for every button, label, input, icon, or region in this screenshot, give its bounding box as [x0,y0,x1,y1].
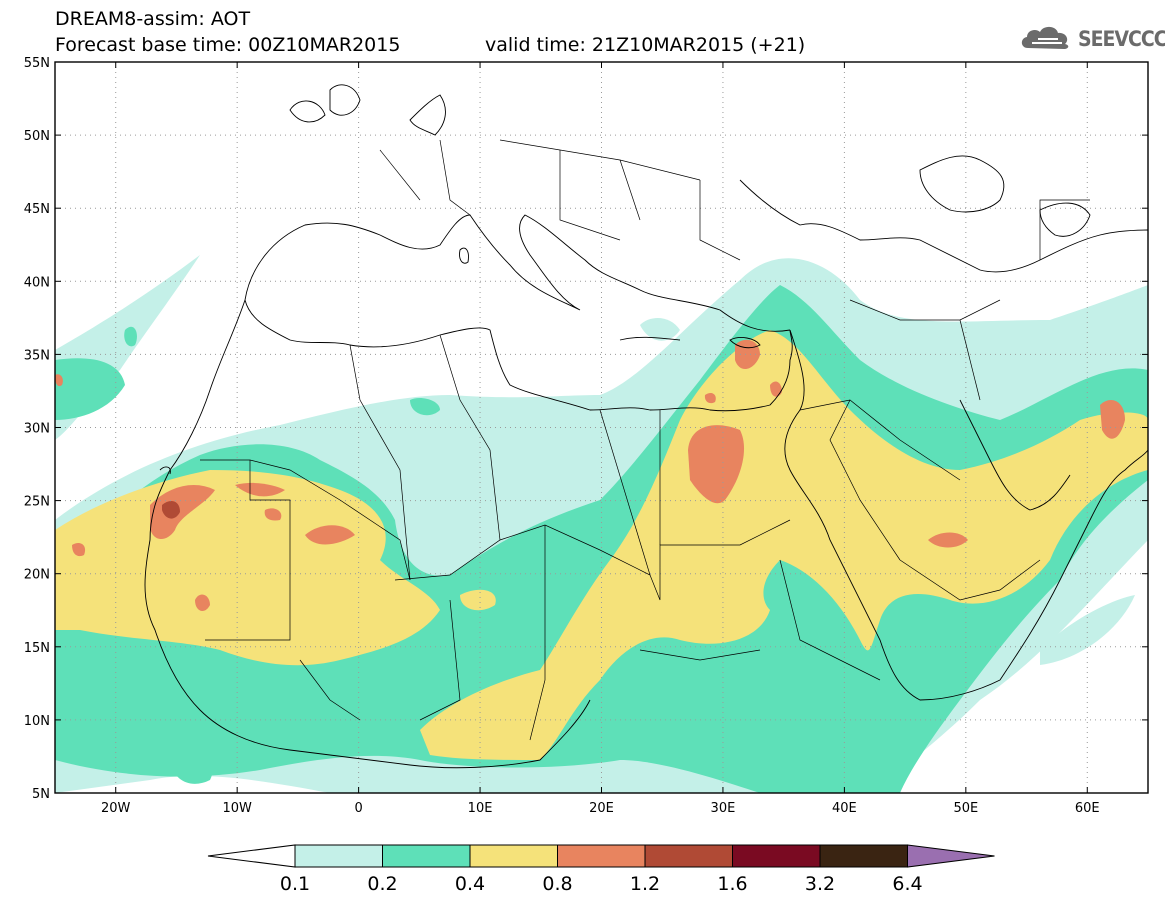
coastlines [144,84,1148,769]
lat-tick-label: 25N [24,495,50,510]
cloud-icon [1021,26,1069,49]
colorbar-label: 1.6 [717,873,747,895]
lon-tick-label: 60E [1075,801,1100,816]
lon-tick-label: 30E [711,801,736,816]
country-borders [200,139,1090,741]
valid-time: valid time: 21Z10MAR2015 (+21) [485,34,806,56]
colorbar-segment [557,844,646,868]
map-title: DREAM8-assim: AOT [55,8,251,30]
colorbar-label: 0.4 [455,873,485,895]
lat-tick-label: 40N [24,275,50,290]
colorbar-segment [819,844,908,868]
colorbar-segment [644,844,733,868]
lat-tick-label: 10N [24,714,50,729]
lon-tick-label: 50E [953,801,978,816]
lon-tick-label: 20E [589,801,614,816]
seevccc-logo: SEEVCCC [1018,22,1165,56]
colorbar-lower-extension [207,844,296,868]
colorbar-label: 0.8 [542,873,572,895]
colorbar-upper-extension [907,844,995,868]
lat-tick-label: 45N [24,202,50,217]
colorbar-segment [294,844,383,868]
lon-tick-label: 0 [354,801,362,816]
colorbar-segment [469,844,558,868]
colorbar-label: 3.2 [805,873,835,895]
latitude-axis: 55N 50N 45N 40N 35N 30N 25N 20N 15N 10N 5N [24,56,1148,802]
aot-level-0.8 [55,339,1125,612]
lat-tick-label: 35N [24,348,50,363]
lon-tick-label: 10E [468,801,493,816]
longitude-axis: 20W 10W 0 10E 20E 30E 40E 50E 60E [101,62,1100,816]
lat-tick-label: 55N [24,56,50,71]
lat-tick-label: 50N [24,129,50,144]
colorbar-label: 6.4 [892,873,922,895]
logo-text: SEEVCCC [1078,27,1165,51]
lat-tick-label: 30N [24,422,50,437]
colorbar-segment [732,844,821,868]
lat-tick-label: 5N [32,787,50,802]
aot-fields [55,255,1148,793]
colorbar-label: 1.2 [630,873,660,895]
lat-tick-label: 15N [24,641,50,656]
aot-level-0.2 [55,285,1148,793]
lon-tick-label: 10W [222,801,252,816]
aot-level-1.2 [162,500,180,519]
lon-tick-label: 40E [832,801,857,816]
lat-tick-label: 20N [24,568,50,583]
graticule [55,62,1148,793]
lon-tick-label: 20W [101,801,131,816]
forecast-base-time: Forecast base time: 00Z10MAR2015 [55,34,401,56]
colorbar-label: 0.1 [280,873,310,895]
colorbar-segment [382,844,471,868]
colorbar-label: 0.2 [367,873,397,895]
colorbar-legend: 0.1 0.2 0.4 0.8 1.2 1.6 3.2 6.4 [207,844,995,895]
